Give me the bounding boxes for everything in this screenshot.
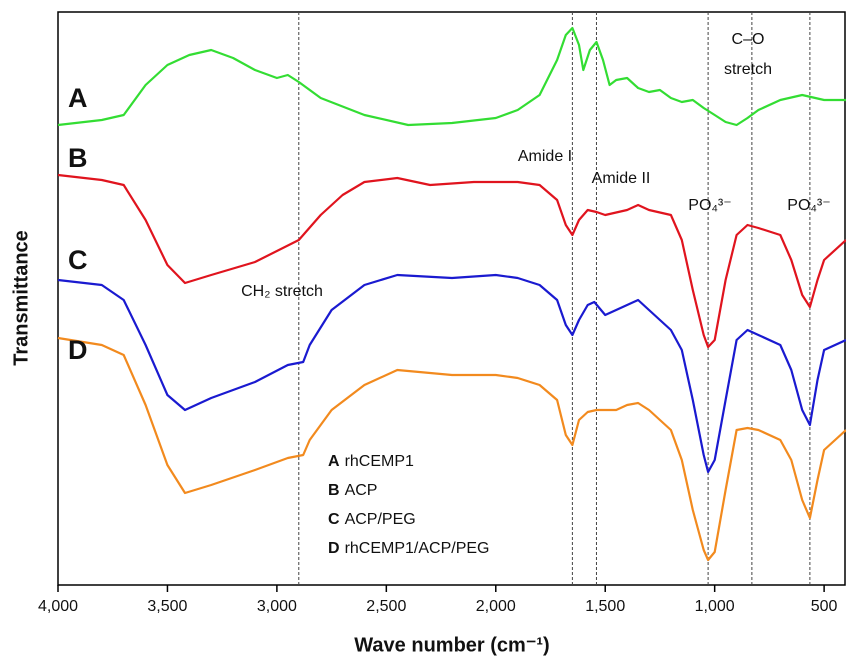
x-tick-label: 1,500	[585, 598, 625, 615]
curve-label: D	[68, 335, 88, 365]
annotation: Amide I	[518, 148, 572, 165]
annotation: Amide II	[592, 170, 651, 187]
x-tick-label: 500	[811, 598, 838, 615]
annotation: PO₄³⁻	[688, 197, 731, 214]
annotation: stretch	[724, 61, 772, 78]
legend-key: C	[328, 511, 340, 528]
x-tick-label: 4,000	[38, 598, 78, 615]
legend-label: ACP	[345, 482, 378, 499]
legend-entry: B ACP	[328, 482, 377, 499]
legend-key: B	[328, 482, 340, 499]
x-tick-label: 2,000	[476, 598, 516, 615]
spectrum-line	[57, 26, 846, 127]
legend-label: ACP/PEG	[345, 511, 416, 528]
legend-key: A	[328, 453, 340, 470]
plot-frame	[57, 11, 846, 586]
x-tick-label: 2,500	[366, 598, 406, 615]
y-axis-title: Transmittance	[10, 230, 32, 366]
annotation: CH₂ stretch	[241, 283, 323, 300]
curve-label: B	[68, 143, 88, 173]
annotation: C–O	[732, 31, 765, 48]
spectrum-line	[57, 273, 846, 474]
spectrum-line	[57, 173, 846, 349]
x-axis-title: Wave number (cm⁻¹)	[354, 634, 549, 656]
x-tick-label: 1,000	[695, 598, 735, 615]
curve-label: C	[68, 245, 88, 275]
legend-label: rhCEMP1	[345, 453, 414, 470]
legend-label: rhCEMP1/ACP/PEG	[345, 540, 490, 557]
curve-label: A	[68, 83, 88, 113]
annotation: PO₄³⁻	[787, 197, 830, 214]
x-tick-label: 3,000	[257, 598, 297, 615]
x-tick-label: 3,500	[147, 598, 187, 615]
spectrum-line	[57, 336, 846, 562]
legend-key: D	[328, 540, 340, 557]
legend-entry: C ACP/PEG	[328, 511, 416, 528]
